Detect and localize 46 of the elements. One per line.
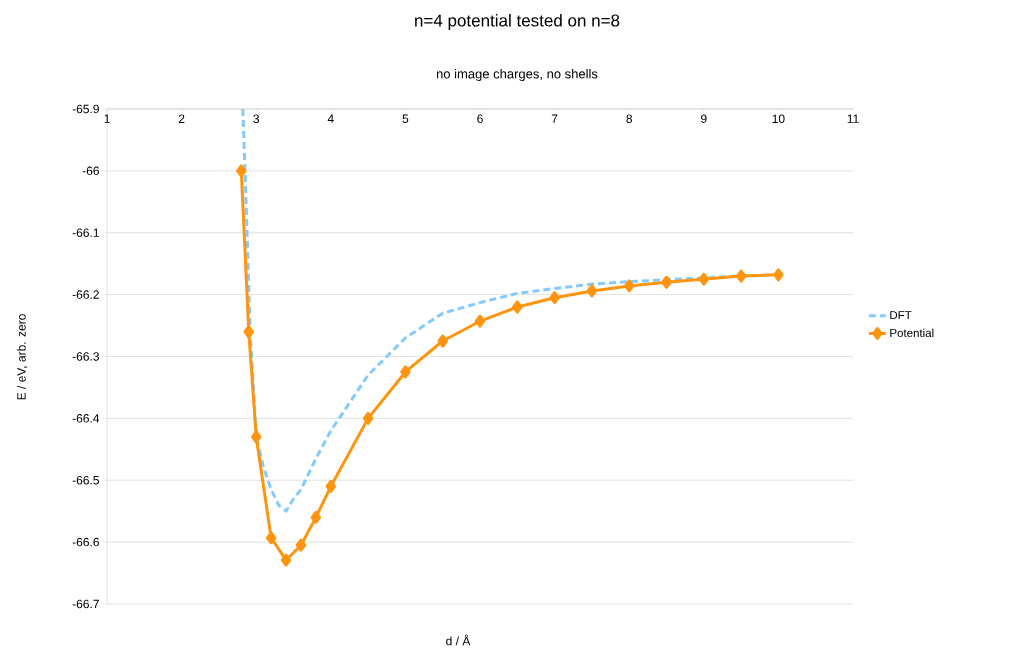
point [243,325,254,339]
point [236,164,247,178]
y-tick-label: -66.1 [72,228,99,237]
point [265,531,277,545]
point [295,538,307,552]
point [586,284,598,298]
point [773,268,784,282]
point [325,479,337,493]
chart-subtitle: no image charges, no shells [436,68,598,82]
point [310,510,322,524]
point [280,553,292,567]
y-tick-label: -66.4 [72,414,100,423]
point [623,279,635,293]
x-tick-label: 1 [104,114,110,123]
chart-title: n=4 potential tested on n=8 [415,14,620,30]
x-tick-label: 5 [402,114,409,123]
x-tick-label: 7 [551,114,558,123]
y-tick-label: -66 [82,166,99,176]
point [362,411,374,425]
x-tick-label: 4 [327,114,334,123]
point [512,300,523,314]
y-tick-label: -66.3 [72,352,99,361]
y-tick-label: -66.7 [72,599,99,609]
legend-label: Potential [890,328,934,337]
point [474,314,486,328]
x-tick-label: 10 [772,114,785,124]
x-tick-label: 9 [701,114,707,124]
x-axis-title: d / Å [446,634,471,646]
point [437,334,448,348]
x-tick-label: 8 [626,114,633,124]
x-tick-label: 6 [477,114,483,124]
legend-label: DFT [890,311,912,320]
point [400,365,411,379]
x-tick-label: 11 [847,114,859,123]
y-tick-label: -66.2 [72,290,99,299]
point [661,275,672,289]
point [735,269,747,283]
x-tick-label: 3 [253,114,260,124]
x-tick-label: 2 [178,114,185,123]
point [698,272,710,286]
y-tick-label: -66.5 [72,475,99,485]
y-axis-title: E / eV, arb. zero [16,314,28,400]
point [549,291,560,305]
y-tick-label: -66.6 [72,537,99,547]
point [250,430,262,444]
y-tick-label: -65.9 [72,104,99,114]
